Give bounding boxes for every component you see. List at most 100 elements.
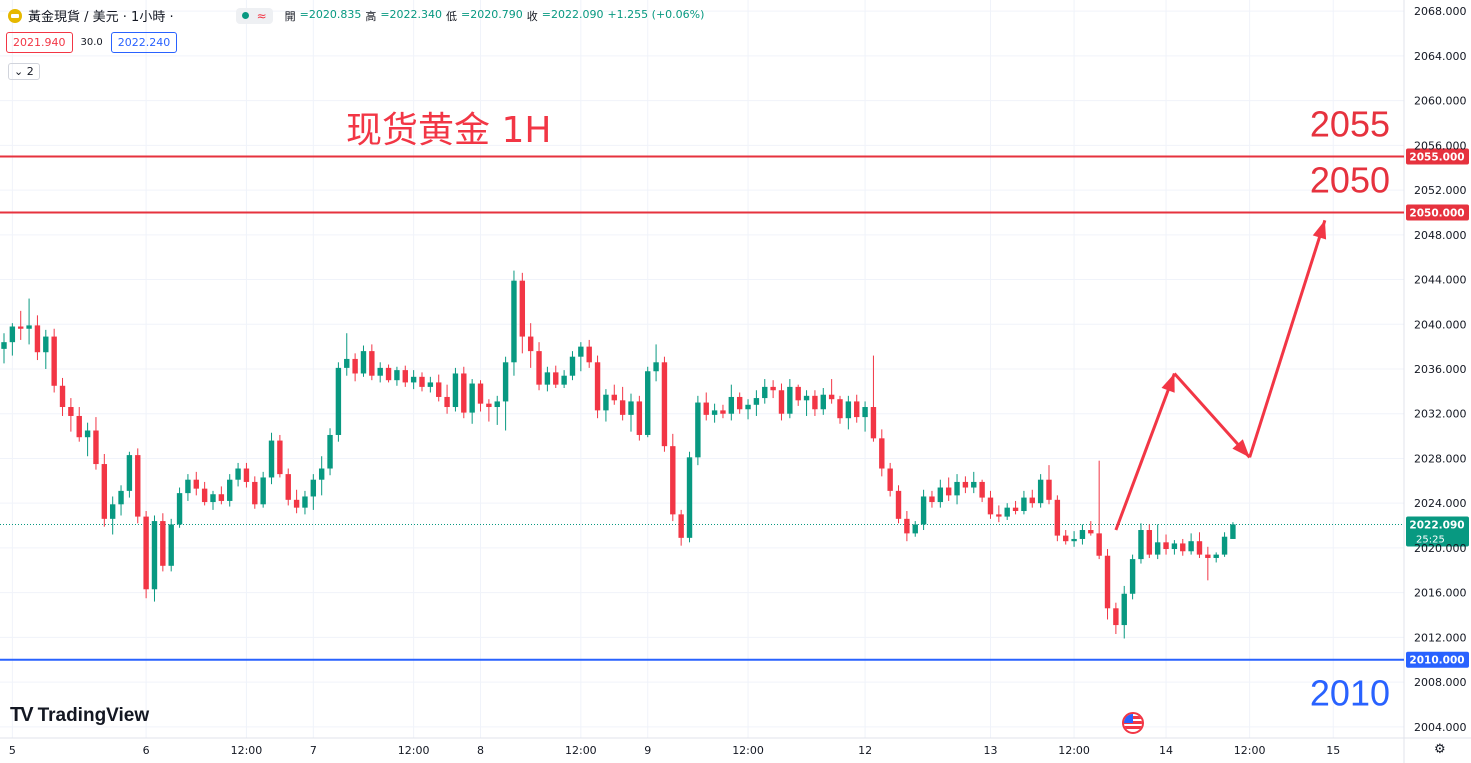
candle-body bbox=[1113, 608, 1119, 626]
candle-body bbox=[1230, 524, 1236, 539]
candle-body bbox=[436, 382, 442, 397]
tradingview-logo[interactable]: TV TradingView bbox=[10, 704, 150, 726]
candle-body bbox=[929, 496, 935, 503]
candle-body bbox=[1071, 538, 1077, 542]
candle-body bbox=[268, 440, 275, 478]
candle-body bbox=[369, 351, 375, 376]
level-price-tag bbox=[1406, 651, 1469, 668]
candle-body bbox=[151, 521, 158, 590]
candle-body bbox=[394, 370, 400, 381]
settings-gear-icon[interactable]: ⚙ bbox=[1434, 742, 1446, 757]
candle-body bbox=[745, 404, 751, 410]
candle-body bbox=[193, 479, 199, 489]
candle-body bbox=[645, 371, 651, 435]
status-badge[interactable]: ≈ bbox=[235, 7, 273, 24]
candle-body bbox=[84, 430, 91, 438]
candle-body bbox=[109, 504, 116, 519]
candle-body bbox=[820, 394, 826, 410]
candle-body bbox=[828, 394, 835, 400]
candle-body bbox=[678, 514, 684, 538]
chart-title: 现货黄金 1H bbox=[346, 110, 551, 151]
candle-body bbox=[636, 401, 643, 435]
candle-body bbox=[1154, 542, 1161, 555]
candle-body bbox=[720, 410, 726, 414]
candle-body bbox=[252, 481, 258, 505]
candle-body bbox=[736, 396, 743, 410]
candle-body bbox=[452, 373, 459, 408]
time-tick-label: 6 bbox=[143, 744, 150, 757]
candle-body bbox=[895, 490, 902, 519]
time-tick-label: 15 bbox=[1326, 744, 1340, 757]
price-axis: 2068.000 2064.000 2060.000 2056.000 2052.000… bbox=[1414, 5, 1467, 734]
indicators-toggle[interactable]: ⌄ 2 bbox=[8, 63, 40, 80]
buy-button[interactable]: 2022.240 bbox=[110, 32, 178, 53]
candle-body bbox=[201, 488, 208, 503]
price-tick-label: 2020.000 bbox=[1414, 542, 1467, 555]
candle-body bbox=[594, 362, 601, 411]
candle-body bbox=[486, 403, 492, 408]
us-flag-event-icon[interactable] bbox=[1122, 712, 1144, 734]
candle-body bbox=[318, 468, 325, 480]
candle-body bbox=[670, 446, 676, 515]
candle-body bbox=[1096, 533, 1102, 556]
wave-icon: ≈ bbox=[256, 8, 267, 23]
candle-body bbox=[469, 383, 475, 413]
candle-body bbox=[887, 468, 893, 491]
candle-body bbox=[51, 336, 57, 386]
time-tick-label: 12:00 bbox=[398, 744, 430, 757]
candle-body bbox=[1054, 499, 1061, 536]
candle-body bbox=[569, 356, 576, 376]
candle-body bbox=[1004, 507, 1010, 517]
candle-body bbox=[870, 407, 877, 439]
candle-body bbox=[410, 376, 417, 383]
candle-body bbox=[862, 407, 868, 418]
candle-body bbox=[544, 372, 551, 385]
time-tick-label: 13 bbox=[983, 744, 997, 757]
candle-body bbox=[519, 280, 526, 337]
candle-body bbox=[962, 481, 969, 488]
current-price-tag bbox=[1406, 516, 1469, 547]
price-tick-label: 2060.000 bbox=[1414, 95, 1467, 108]
countdown-label: 25:25 bbox=[1416, 535, 1445, 546]
gold-coin-icon bbox=[8, 8, 22, 23]
projection-arrowhead bbox=[1312, 220, 1327, 240]
candle-body bbox=[586, 346, 592, 363]
time-tick-label: 5 bbox=[9, 744, 16, 757]
market-open-icon bbox=[241, 12, 249, 19]
level-price-label: 2010.000 bbox=[1409, 655, 1464, 667]
candle-body bbox=[1029, 497, 1035, 504]
candle-body bbox=[502, 362, 509, 402]
candle-body bbox=[385, 367, 392, 381]
candle-body bbox=[68, 407, 74, 416]
level-price-label: 2050.000 bbox=[1409, 207, 1464, 219]
candle-body bbox=[1196, 541, 1203, 555]
candle-body bbox=[661, 362, 668, 447]
sell-button[interactable]: 2021.940 bbox=[6, 32, 73, 53]
candle-body bbox=[1046, 479, 1052, 500]
price-tick-label: 2004.000 bbox=[1414, 721, 1467, 734]
price-tick-label: 2040.000 bbox=[1414, 318, 1467, 331]
candle-body bbox=[377, 367, 383, 376]
candle-body bbox=[277, 440, 283, 475]
symbol-title[interactable]: 黃金現貨 / 美元 · 1小時 · bbox=[28, 10, 174, 25]
candle-body bbox=[920, 496, 927, 525]
candle-body bbox=[227, 479, 233, 501]
candle-body bbox=[43, 336, 49, 353]
ohlc-readout: 開 =2020.835 高 =2022.340 低 =2020.790 收 =2022.… bbox=[284, 7, 705, 23]
candle-body bbox=[243, 468, 250, 482]
candle-body bbox=[444, 396, 450, 408]
candle-body bbox=[628, 401, 634, 415]
candle-body bbox=[695, 402, 701, 458]
candle-body bbox=[1205, 554, 1211, 558]
candle-body bbox=[1221, 536, 1228, 555]
candle-body bbox=[611, 394, 617, 401]
price-tick-label: 2032.000 bbox=[1414, 408, 1467, 421]
candle-body bbox=[987, 497, 994, 515]
time-tick-label: 7 bbox=[310, 744, 317, 757]
candle-body bbox=[427, 382, 434, 387]
time-tick-label: 12:00 bbox=[1058, 744, 1090, 757]
candle-body bbox=[979, 481, 985, 498]
candle-body bbox=[1188, 541, 1194, 552]
candle-body bbox=[1104, 555, 1111, 609]
